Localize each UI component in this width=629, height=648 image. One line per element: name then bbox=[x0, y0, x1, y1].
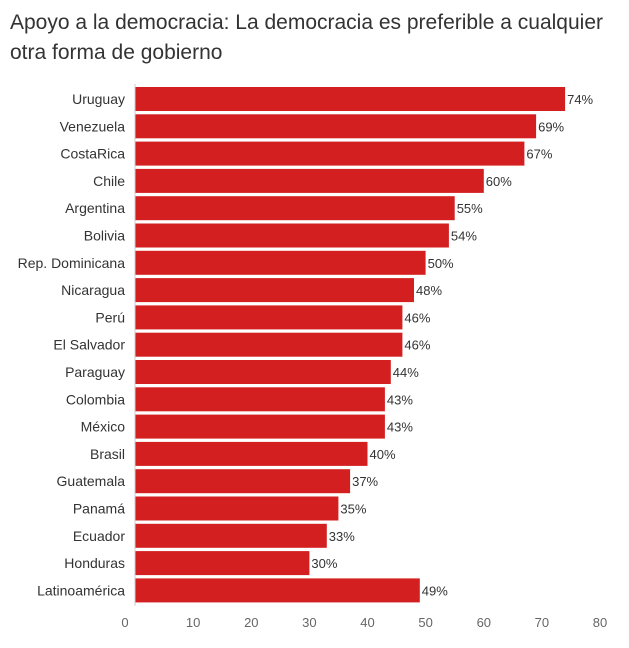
category-label-16: Ecuador bbox=[73, 528, 125, 544]
value-label-18: 49% bbox=[422, 583, 448, 598]
value-label-13: 40% bbox=[370, 447, 396, 462]
x-tick-label-0: 0 bbox=[121, 615, 128, 630]
x-tick-label-6: 60 bbox=[477, 615, 491, 630]
bar-2 bbox=[135, 141, 525, 166]
value-label-6: 50% bbox=[428, 256, 454, 271]
value-label-2: 67% bbox=[526, 147, 552, 162]
bar-14 bbox=[135, 469, 351, 494]
value-label-3: 60% bbox=[486, 174, 512, 189]
bar-5 bbox=[135, 223, 449, 248]
category-label-18: Latinoamérica bbox=[37, 582, 125, 598]
category-label-14: Guatemala bbox=[57, 473, 126, 489]
bar-8 bbox=[135, 305, 403, 330]
x-tick-label-5: 50 bbox=[418, 615, 432, 630]
category-label-10: Paraguay bbox=[65, 364, 125, 380]
bar-7 bbox=[135, 278, 414, 303]
bar-1 bbox=[135, 114, 537, 139]
value-label-16: 33% bbox=[329, 529, 355, 544]
value-label-10: 44% bbox=[393, 365, 419, 380]
x-tick-label-2: 20 bbox=[244, 615, 258, 630]
category-label-11: Colombia bbox=[66, 391, 125, 407]
category-label-6: Rep. Dominicana bbox=[18, 255, 126, 271]
value-label-17: 30% bbox=[311, 556, 337, 571]
category-label-7: Nicaragua bbox=[61, 282, 125, 298]
value-label-9: 46% bbox=[404, 338, 430, 353]
bar-16 bbox=[135, 523, 327, 548]
bar-6 bbox=[135, 250, 426, 275]
bar-3 bbox=[135, 168, 484, 193]
bar-11 bbox=[135, 387, 385, 412]
bar-9 bbox=[135, 332, 403, 357]
bar-10 bbox=[135, 360, 391, 384]
category-label-9: El Salvador bbox=[53, 337, 125, 353]
x-tick-label-1: 10 bbox=[186, 615, 200, 630]
value-label-7: 48% bbox=[416, 283, 442, 298]
bar-4 bbox=[135, 196, 455, 221]
value-label-0: 74% bbox=[567, 92, 593, 107]
bar-0 bbox=[135, 87, 566, 111]
bar-12 bbox=[135, 414, 385, 439]
x-tick-label-8: 80 bbox=[593, 615, 607, 630]
category-label-5: Bolivia bbox=[84, 228, 125, 244]
bar-15 bbox=[135, 496, 339, 521]
category-label-15: Panamá bbox=[73, 501, 125, 517]
value-label-5: 54% bbox=[451, 229, 477, 244]
value-label-4: 55% bbox=[457, 201, 483, 216]
category-label-17: Honduras bbox=[64, 555, 125, 571]
bar-18 bbox=[135, 578, 420, 603]
value-label-11: 43% bbox=[387, 392, 413, 407]
category-label-4: Argentina bbox=[65, 200, 125, 216]
category-label-1: Venezuela bbox=[60, 118, 126, 134]
value-label-8: 46% bbox=[404, 310, 430, 325]
category-label-2: CostaRica bbox=[60, 146, 125, 162]
value-label-15: 35% bbox=[340, 502, 366, 517]
bar-17 bbox=[135, 551, 310, 576]
category-label-13: Brasil bbox=[90, 446, 125, 462]
x-tick-label-4: 40 bbox=[360, 615, 374, 630]
bar-13 bbox=[135, 441, 368, 466]
category-label-3: Chile bbox=[93, 173, 125, 189]
category-label-12: México bbox=[81, 419, 126, 435]
x-tick-label-3: 30 bbox=[302, 615, 316, 630]
x-tick-label-7: 70 bbox=[535, 615, 549, 630]
value-label-1: 69% bbox=[538, 119, 564, 134]
value-label-14: 37% bbox=[352, 474, 378, 489]
category-label-8: Perú bbox=[95, 309, 125, 325]
category-label-0: Uruguay bbox=[72, 91, 125, 107]
chart-title: Apoyo a la democracia: La democracia es … bbox=[10, 11, 603, 64]
value-label-12: 43% bbox=[387, 420, 413, 435]
